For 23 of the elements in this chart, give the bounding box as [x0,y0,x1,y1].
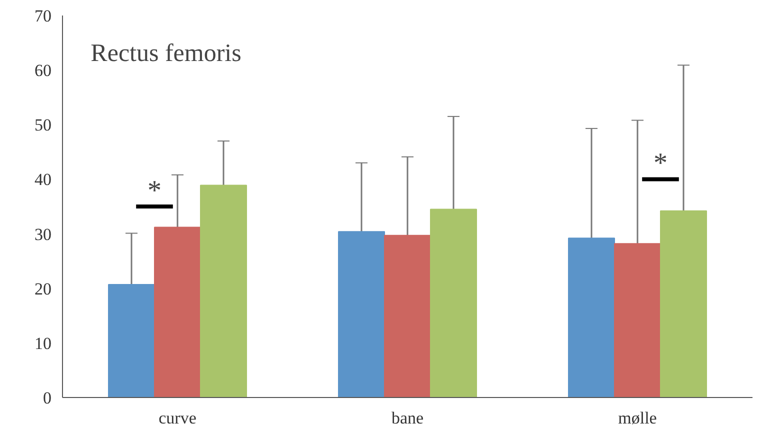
y-tick-label: 30 [34,224,52,244]
y-tick-label: 70 [34,6,52,26]
bar [384,234,431,398]
x-tick-label: mølle [618,408,657,428]
x-tick-label: curve [158,408,196,428]
y-tick-label: 20 [34,279,52,298]
bar [430,208,477,398]
bar [568,238,615,398]
y-tick-label: 0 [43,388,52,408]
bar [338,231,385,398]
y-tick-label: 50 [34,116,52,135]
bar [108,284,155,398]
y-tick-label: 40 [34,170,52,190]
annotation: * [148,176,162,206]
bar [614,243,661,398]
annotation: Rectus femoris [90,40,242,68]
x-tick-label: bane [391,408,424,428]
bar [660,210,707,398]
annotation: * [654,148,668,180]
y-tick-label: 60 [34,61,52,80]
bar [154,226,201,398]
y-tick-label: 10 [34,334,52,353]
bar [200,184,247,398]
